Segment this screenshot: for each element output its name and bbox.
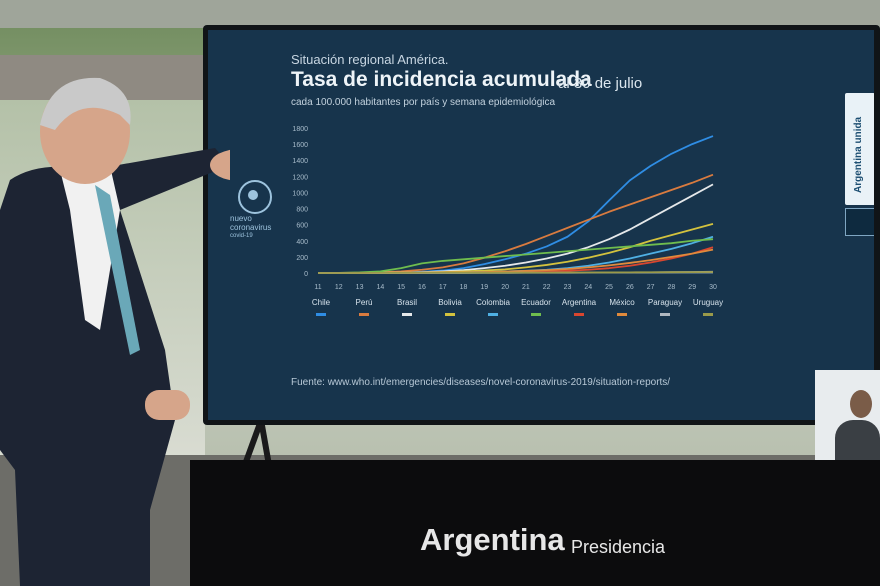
y-tick-label: 1200: [292, 174, 308, 181]
legend-label: Bolivia: [438, 298, 462, 307]
x-tick-label: 11: [314, 284, 321, 291]
legend-label: Paraguay: [648, 298, 682, 307]
series-line-perú: [317, 173, 714, 274]
x-tick-label: 15: [397, 284, 405, 291]
x-tick-label: 25: [605, 284, 613, 291]
logo-line2: coronavirus: [230, 223, 272, 232]
x-tick-label: 30: [709, 284, 717, 291]
y-tick-label: 200: [296, 255, 308, 262]
x-tick-label: 18: [460, 284, 468, 291]
region-title: Situación regional América.: [291, 52, 449, 67]
legend-swatch: [660, 313, 670, 316]
legend-label: Brasil: [397, 298, 417, 307]
covid-logo: nuevo coronavirus covid-19: [230, 180, 280, 241]
x-tick-label: 24: [584, 284, 592, 291]
podium: [190, 460, 880, 586]
legend-label: Chile: [312, 298, 331, 307]
legend-swatch: [574, 313, 584, 316]
x-tick-label: 12: [335, 284, 343, 291]
x-tick-label: 22: [543, 284, 551, 291]
chart-subtitle: cada 100.000 habitantes por país y seman…: [291, 97, 556, 108]
y-tick-label: 1800: [292, 126, 308, 133]
argentina-unida-badge: Argentina unida: [845, 93, 874, 205]
y-tick-label: 600: [296, 223, 308, 230]
x-tick-label: 20: [501, 284, 509, 291]
y-tick-label: 800: [296, 207, 308, 214]
background-roof: [0, 0, 880, 28]
legend-label: Ecuador: [521, 298, 551, 307]
legend-swatch: [703, 313, 713, 316]
interpreter-head: [850, 390, 872, 418]
series-line-ecuador: [317, 238, 714, 274]
legend-swatch: [359, 313, 369, 316]
y-tick-label: 1400: [292, 158, 308, 165]
legend-label: Perú: [356, 298, 373, 307]
y-tick-label: 1000: [292, 190, 308, 197]
x-tick-label: 27: [647, 284, 655, 291]
legend-swatch: [445, 313, 455, 316]
virus-icon: [238, 180, 272, 214]
x-tick-label: 17: [439, 284, 447, 291]
y-tick-label: 400: [296, 239, 308, 246]
x-tick-label: 14: [376, 284, 384, 291]
series-line-uruguay: [318, 271, 714, 274]
legend-label: Argentina: [562, 298, 597, 307]
source-text: Fuente: www.who.int/emergencies/diseases…: [291, 377, 671, 388]
chart-title: Tasa de incidencia acumulada: [291, 68, 592, 91]
podium-subtitle: Presidencia: [571, 537, 666, 557]
y-tick-label: 1600: [292, 142, 308, 149]
logo-line1: nuevo: [230, 214, 252, 223]
legend-label: Colombia: [476, 298, 510, 307]
x-tick-label: 13: [356, 284, 364, 291]
x-tick-label: 21: [522, 284, 530, 291]
x-tick-label: 29: [688, 284, 696, 291]
x-tick-label: 16: [418, 284, 426, 291]
tv-screen: Situación regional América. Tasa de inci…: [208, 30, 874, 420]
presenter-figure: [0, 77, 230, 586]
x-tick-label: 19: [480, 284, 488, 291]
legend-swatch: [617, 313, 627, 316]
x-tick-label: 23: [564, 284, 572, 291]
national-emblem-icon: [845, 208, 874, 236]
badge-label: Argentina unida: [853, 116, 864, 193]
x-tick-label: 26: [626, 284, 634, 291]
legend-label: México: [609, 298, 635, 307]
legend-label: Uruguay: [693, 298, 723, 307]
incidence-chart: 0 200 400 600 800 1000 1200 1400 1600 1800 11 12 13 1…: [292, 126, 723, 316]
legend-swatch: [402, 313, 412, 316]
legend-swatch: [531, 313, 541, 316]
y-tick-label: 0: [304, 271, 308, 278]
logo-line3: covid-19: [230, 233, 253, 239]
x-tick-label: 28: [668, 284, 676, 291]
podium-brand: Argentina: [420, 522, 565, 557]
legend-swatch: [488, 313, 498, 316]
chart-date: al 30 de julio: [558, 75, 643, 92]
legend-swatch: [316, 313, 326, 316]
